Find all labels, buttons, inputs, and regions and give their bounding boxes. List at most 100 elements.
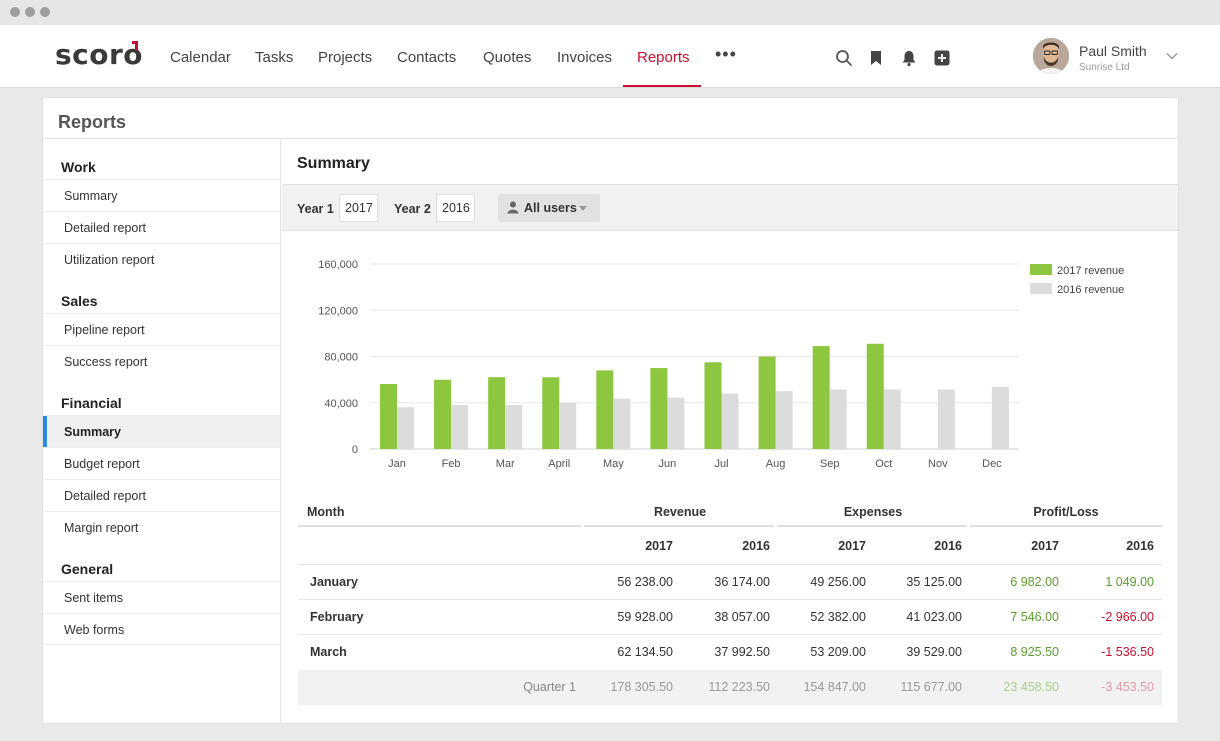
y-tick-label: 80,000 — [324, 352, 358, 364]
bar-sep-2017 — [812, 346, 830, 449]
year2-input[interactable]: 2016 — [436, 194, 475, 222]
sidebar-item-margin-report[interactable]: Margin report — [43, 511, 280, 543]
sidebar-item-web-forms[interactable]: Web forms — [43, 613, 280, 645]
nav-projects[interactable]: Projects — [318, 49, 373, 66]
users-filter-dropdown[interactable]: All users — [498, 194, 600, 222]
bookmark-icon[interactable] — [867, 49, 885, 67]
nav-invoices[interactable]: Invoices — [557, 49, 613, 66]
x-tick-label: Dec — [982, 458, 1002, 470]
add-new-icon[interactable] — [933, 49, 951, 67]
chart-x-axis: Jan Feb Mar April May Jun Jul Aug Sep Oct Nov Dec — [388, 458, 1002, 470]
cell-mar-revenue-2017: 62 134.50 — [617, 645, 673, 659]
sidebar-item-financial-summary[interactable]: Summary — [43, 415, 280, 448]
cell-jan-revenue-2017: 56 238.00 — [617, 575, 673, 589]
header-rule-month — [298, 525, 581, 527]
year2-label: Year 2 — [394, 202, 431, 216]
y-tick-label: 0 — [352, 444, 358, 456]
window-close-dot[interactable] — [10, 7, 20, 17]
sidebar-item-work-detailed-report[interactable]: Detailed report — [43, 211, 280, 243]
window-titlebar — [0, 0, 1220, 25]
bar-mar-2017 — [488, 377, 506, 449]
sidebar-item-pipeline-report[interactable]: Pipeline report — [43, 313, 280, 345]
row-divider — [298, 564, 1162, 565]
cell-feb-expenses-2017: 52 382.00 — [810, 610, 866, 624]
col-header-revenue-2016: 2016 — [742, 539, 770, 553]
notifications-bell-icon[interactable] — [900, 49, 918, 67]
chevron-down-icon[interactable] — [1166, 52, 1178, 60]
user-name[interactable]: Paul Smith — [1079, 43, 1147, 59]
nav-quotes[interactable]: Quotes — [483, 49, 532, 66]
x-tick-label: Oct — [875, 458, 892, 470]
sidebar-group-general: General — [61, 561, 114, 577]
nav-calendar[interactable]: Calendar — [170, 49, 231, 66]
page-title: Reports — [58, 112, 127, 132]
header-rule-expenses — [777, 525, 967, 527]
cell-mar-expenses-2016: 39 529.00 — [906, 645, 962, 659]
bar-jan-2016 — [397, 407, 414, 449]
scoro-logo[interactable]: scoro — [55, 38, 144, 71]
bar-april-2016 — [559, 402, 577, 449]
sidebar-group-work: Work — [61, 159, 96, 175]
x-tick-label: Jul — [714, 458, 728, 470]
cell-q1-expenses-2017: 154 847.00 — [803, 680, 866, 694]
cell-q1-revenue-2017: 178 305.50 — [610, 680, 673, 694]
bar-aug-2017 — [758, 356, 776, 449]
x-tick-label: Nov — [928, 458, 948, 470]
caret-down-icon — [579, 206, 587, 211]
cell-feb-expenses-2016: 41 023.00 — [906, 610, 962, 624]
col-group-expenses: Expenses — [843, 505, 903, 519]
bar-aug-2016 — [775, 391, 793, 449]
cell-feb-revenue-2017: 59 928.00 — [617, 610, 673, 624]
bar-oct-2016 — [883, 389, 901, 449]
sidebar-item-budget-report[interactable]: Budget report — [43, 447, 280, 479]
user-avatar[interactable] — [1033, 38, 1069, 74]
legend-swatch-2017 — [1030, 264, 1052, 275]
sidebar-group-sales: Sales — [61, 293, 98, 309]
window-minimize-dot[interactable] — [25, 7, 35, 17]
top-navigation: scoro Calendar Tasks Projects Contacts Q… — [0, 25, 1220, 88]
x-tick-label: Jan — [388, 458, 406, 470]
bar-jul-2017 — [704, 362, 722, 449]
sidebar-group-financial: Financial — [61, 395, 122, 411]
y-tick-label: 160,000 — [318, 259, 358, 271]
header-rule-revenue — [584, 525, 774, 527]
bar-april-2017 — [542, 377, 560, 449]
col-header-revenue-2017: 2017 — [645, 539, 673, 553]
nav-tasks[interactable]: Tasks — [255, 49, 294, 66]
cell-feb-profit-2017: 7 546.00 — [1010, 610, 1059, 624]
col-header-expenses-2016: 2016 — [934, 539, 962, 553]
nav-contacts[interactable]: Contacts — [397, 49, 457, 66]
cell-jan-revenue-2016: 36 174.00 — [714, 575, 770, 589]
cell-feb-revenue-2016: 38 057.00 — [714, 610, 770, 624]
nav-reports[interactable]: Reports — [637, 49, 690, 66]
bar-oct-2017 — [866, 343, 884, 449]
x-tick-label: May — [603, 458, 624, 470]
reports-sidebar: Work Summary Detailed report Utilization… — [43, 139, 281, 723]
x-tick-label: Sep — [820, 458, 840, 470]
quarter-label: Quarter 1 — [523, 680, 576, 694]
sidebar-item-sent-items[interactable]: Sent items — [43, 581, 280, 613]
x-tick-label: Mar — [496, 458, 515, 470]
y-tick-label: 120,000 — [318, 305, 358, 317]
sidebar-item-utilization-report[interactable]: Utilization report — [43, 243, 280, 275]
chart-bars — [380, 343, 1009, 449]
reports-card: Reports Work Summary Detailed report Uti… — [43, 98, 1178, 723]
legend-label: 2016 revenue — [1057, 284, 1124, 296]
user-company: Sunrise Ltd — [1079, 62, 1130, 73]
year1-input[interactable]: 2017 — [339, 194, 378, 222]
cell-q1-expenses-2016: 115 677.00 — [900, 680, 962, 694]
chart-y-axis: 160,000 120,000 80,000 40,000 0 — [318, 259, 358, 456]
window-zoom-dot[interactable] — [40, 7, 50, 17]
bar-feb-2016 — [451, 404, 469, 449]
search-icon[interactable] — [835, 49, 853, 67]
col-group-profit-loss: Profit/Loss — [1033, 505, 1099, 519]
legend-label: 2017 revenue — [1057, 265, 1124, 277]
sidebar-item-success-report[interactable]: Success report — [43, 345, 280, 377]
chart-gridlines — [370, 263, 1019, 450]
bar-nov-2016 — [937, 389, 955, 449]
logo-accent-mark — [132, 41, 138, 50]
sidebar-item-financial-detailed-report[interactable]: Detailed report — [43, 479, 280, 511]
bar-jan-2017 — [380, 383, 397, 449]
sidebar-item-work-summary[interactable]: Summary — [43, 179, 280, 211]
more-menu-button[interactable]: ••• — [715, 44, 737, 64]
